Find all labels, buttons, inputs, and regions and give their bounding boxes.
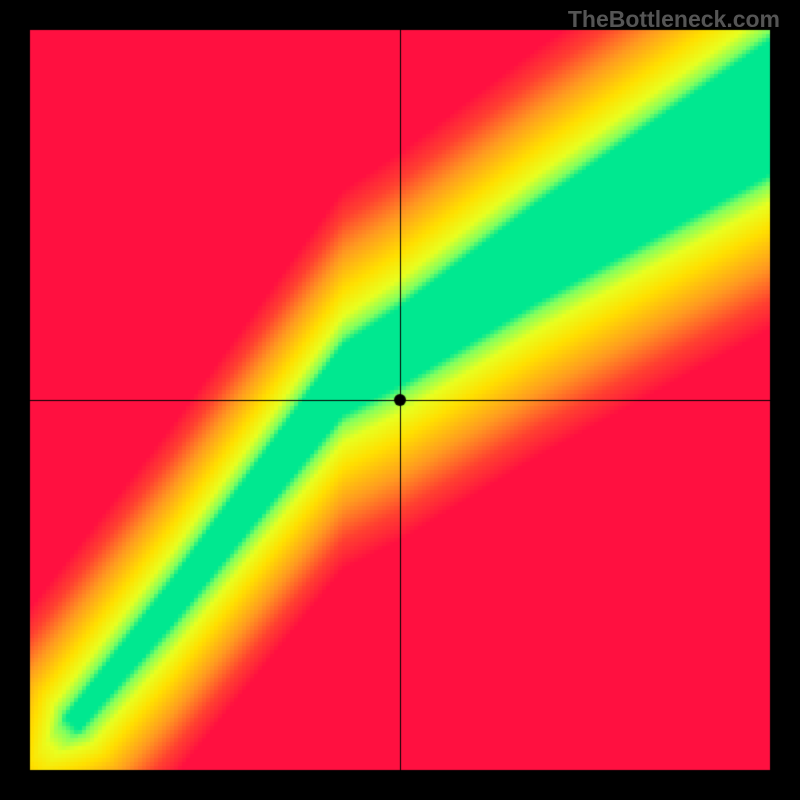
chart-container: { "watermark": { "text": "TheBottleneck.… <box>0 0 800 800</box>
watermark-text: TheBottleneck.com <box>568 6 780 33</box>
bottleneck-heatmap-canvas <box>0 0 800 800</box>
